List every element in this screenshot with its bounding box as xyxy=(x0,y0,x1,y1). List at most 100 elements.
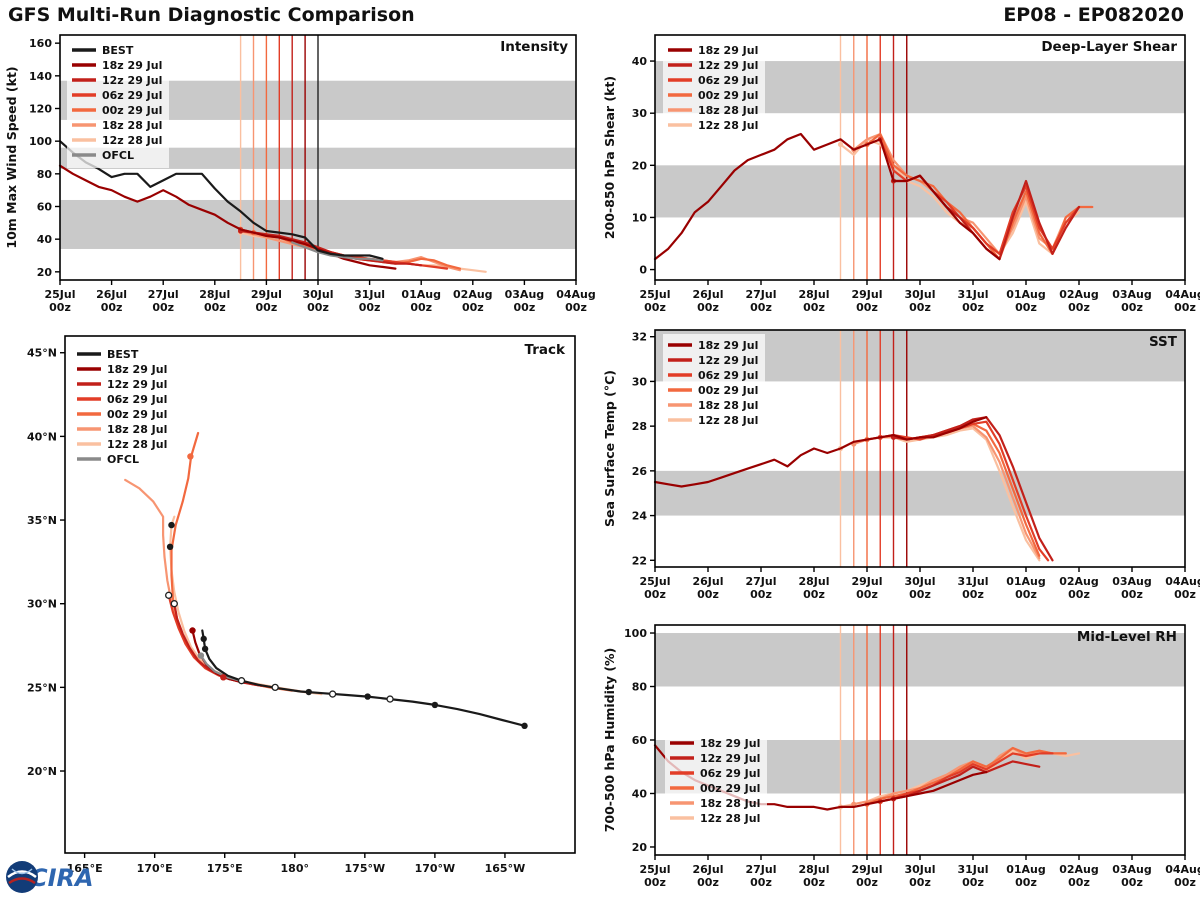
sst-xtick-day: 31Jul xyxy=(957,575,988,588)
legend-label-ofcl: OFCL xyxy=(107,453,139,466)
track-open-marker xyxy=(165,591,173,599)
track-open-marker xyxy=(328,690,337,698)
track-xtick: 170°W xyxy=(415,862,456,875)
legend-label-r12z29: 12z 29 Jul xyxy=(700,752,760,765)
legend-label-r18z29: 18z 29 Jul xyxy=(102,59,162,72)
rh-xtick-hour: 00z xyxy=(750,876,772,889)
shear-xtick-day: 02Aug xyxy=(1059,288,1099,301)
intensity-ytick: 40 xyxy=(37,233,53,246)
legend-label-r18z29: 18z 29 Jul xyxy=(698,44,758,57)
shear-xtick-day: 28Jul xyxy=(798,288,829,301)
rh-series-r00z29 xyxy=(865,746,1067,806)
sst-ytick: 32 xyxy=(632,331,647,344)
sst-xtick-hour: 00z xyxy=(1015,588,1037,601)
intensity-xtick-hour: 00z xyxy=(256,301,278,314)
legend-label-r12z28: 12z 28 Jul xyxy=(102,134,162,147)
cira-globe-icon xyxy=(6,861,38,893)
sst-band xyxy=(655,470,1185,516)
track-filled-marker xyxy=(364,693,371,700)
sst-xtick-hour: 00z xyxy=(909,588,931,601)
shear-series-r18z29 xyxy=(653,132,1001,261)
shear-xtick-day: 29Jul xyxy=(851,288,882,301)
legend: 18z 29 Jul 12z 29 Jul 06z 29 Jul 00z 29 Jul… xyxy=(663,39,765,138)
sst-xtick-hour: 00z xyxy=(1068,588,1090,601)
intensity-xtick-day: 26Jul xyxy=(96,288,127,301)
intensity-ytick: 100 xyxy=(29,135,52,148)
track-ytick: 20°N xyxy=(27,765,57,778)
intensity-xtick-hour: 00z xyxy=(462,301,484,314)
sst-xtick-day: 30Jul xyxy=(904,575,935,588)
legend-label-ofcl: OFCL xyxy=(102,149,134,162)
legend-label-r18z29: 18z 29 Jul xyxy=(700,737,760,750)
legend-label-r18z29: 18z 29 Jul xyxy=(698,339,758,352)
track-filled-marker xyxy=(201,645,209,653)
shear-ytick: 20 xyxy=(632,159,648,172)
intensity-xtick-day: 04Aug xyxy=(556,288,596,301)
track-ytick: 25°N xyxy=(27,681,57,694)
cira-logo: CIRA xyxy=(4,858,124,900)
sst-xtick-day: 29Jul xyxy=(851,575,882,588)
track-xtick: 175°E xyxy=(207,862,243,875)
sst-ytick: 22 xyxy=(632,554,647,567)
track-filled-marker xyxy=(166,543,174,551)
shear-xtick-hour: 00z xyxy=(1068,301,1090,314)
intensity-xtick-day: 02Aug xyxy=(453,288,493,301)
intensity-xtick-hour: 00z xyxy=(410,301,432,314)
rh-xtick-day: 25Jul xyxy=(639,863,670,876)
intensity-xtick-day: 01Aug xyxy=(401,288,441,301)
shear-ytick: 10 xyxy=(632,211,648,224)
sst-xtick-hour: 00z xyxy=(750,588,772,601)
legend-label-r12z29: 12z 29 Jul xyxy=(102,74,162,87)
legend-label-r12z28: 12z 28 Jul xyxy=(698,119,758,132)
track-xtick: 180° xyxy=(281,862,309,875)
rh-ytick: 60 xyxy=(632,734,648,747)
track-xtick: 170°E xyxy=(137,862,173,875)
intensity-panel-title: Intensity xyxy=(500,39,568,55)
rh-xtick-day: 26Jul xyxy=(692,863,723,876)
rh-series-r06z29 xyxy=(879,752,1054,803)
legend-label-r12z29: 12z 29 Jul xyxy=(698,59,758,72)
intensity-xtick-day: 29Jul xyxy=(251,288,282,301)
sst-ytick: 30 xyxy=(632,375,648,388)
rh-xtick-hour: 00z xyxy=(1015,876,1037,889)
intensity-xtick-hour: 00z xyxy=(307,301,329,314)
rh-xtick-day: 01Aug xyxy=(1006,863,1046,876)
rh-xtick-hour: 00z xyxy=(856,876,878,889)
sst-xtick-hour: 00z xyxy=(644,588,666,601)
intensity-xtick-hour: 00z xyxy=(565,301,587,314)
legend-label-r12z28: 12z 28 Jul xyxy=(700,812,760,825)
intensity-xtick-hour: 00z xyxy=(101,301,123,314)
legend-label-r18z28: 18z 28 Jul xyxy=(698,104,758,117)
shear-xtick-day: 25Jul xyxy=(639,288,670,301)
shear-xtick-day: 03Aug xyxy=(1112,288,1152,301)
legend-label-r06z29: 06z 29 Jul xyxy=(698,74,758,87)
intensity-xtick-hour: 00z xyxy=(152,301,174,314)
rh-xtick-day: 31Jul xyxy=(957,863,988,876)
legend-label-r18z28: 18z 28 Jul xyxy=(107,423,167,436)
track-xtick: 165°E xyxy=(67,862,103,875)
shear-xtick-hour: 00z xyxy=(750,301,772,314)
track-open-marker xyxy=(386,695,394,703)
sst-xtick-day: 27Jul xyxy=(745,575,776,588)
rh-ytick: 80 xyxy=(632,681,648,694)
rh-xtick-day: 29Jul xyxy=(851,863,882,876)
rh-xtick-hour: 00z xyxy=(962,876,984,889)
intensity-xtick-hour: 00z xyxy=(49,301,71,314)
sst-xtick-hour: 00z xyxy=(697,588,719,601)
track-filled-marker xyxy=(200,635,207,643)
track-open-marker xyxy=(237,677,246,685)
shear-xtick-hour: 00z xyxy=(1121,301,1143,314)
intensity-series-r12z29 xyxy=(239,229,423,267)
rh-chart: 2040608010025Jul00z26Jul00z27Jul00z28Jul… xyxy=(602,624,1200,889)
sst-ylabel: Sea Surface Temp (°C) xyxy=(602,370,617,527)
rh-ylabel: 700-500 hPa Humidity (%) xyxy=(602,648,617,833)
legend-label-best: BEST xyxy=(107,348,139,361)
track-filled-marker xyxy=(187,453,194,460)
track-filled-marker xyxy=(521,722,528,730)
track-ytick: 30°N xyxy=(27,598,57,611)
shear-xtick-hour: 00z xyxy=(856,301,878,314)
shear-xtick-day: 31Jul xyxy=(957,288,988,301)
intensity-ytick: 80 xyxy=(37,168,53,181)
track-filled-marker xyxy=(220,674,227,681)
intensity-xtick-day: 30Jul xyxy=(302,288,333,301)
